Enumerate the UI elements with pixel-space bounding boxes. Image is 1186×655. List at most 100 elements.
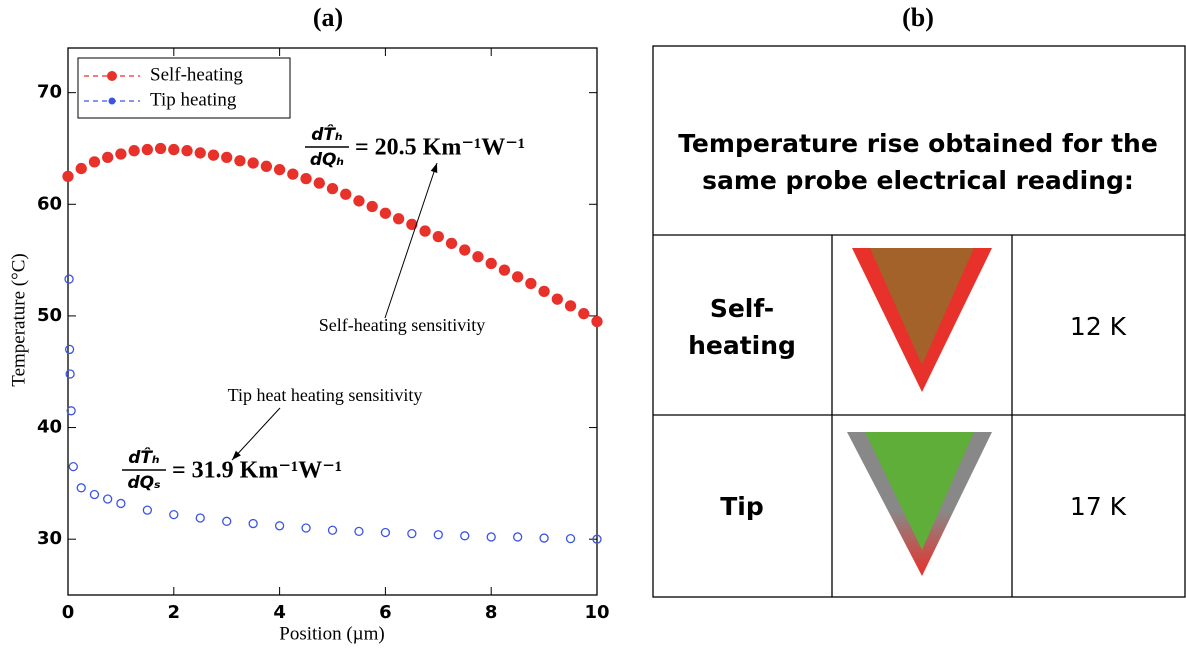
probe-icon	[852, 248, 992, 392]
data-point	[433, 530, 443, 540]
data-point	[128, 145, 140, 157]
data-point	[260, 160, 273, 172]
annotation: Tip heat heating sensitivity	[228, 385, 423, 405]
x-tick-label: 2	[168, 602, 181, 623]
x-tick-label: 10	[584, 602, 609, 623]
data-point	[392, 213, 405, 225]
data-point	[512, 271, 524, 283]
data-point	[141, 143, 154, 156]
data-point	[103, 494, 113, 504]
table-header: same probe electrical reading:	[702, 166, 1134, 195]
data-point	[459, 244, 471, 256]
data-point	[64, 344, 75, 355]
data-point	[591, 315, 603, 328]
data-point	[247, 157, 259, 169]
data-point	[64, 274, 74, 284]
data-point	[195, 513, 205, 523]
y-tick-label: 30	[37, 528, 62, 549]
equation-numerator: dT̂ₕ	[311, 124, 343, 145]
data-point	[76, 483, 86, 493]
y-tick-label: 50	[37, 305, 62, 326]
x-axis-label: Position (µm)	[279, 623, 384, 644]
y-tick-label: 40	[37, 417, 62, 438]
data-point	[68, 461, 78, 472]
equation-denominator: dQₕ	[310, 150, 345, 170]
data-point	[327, 525, 338, 535]
arrow-head	[430, 163, 438, 173]
row-value: 12 K	[1070, 312, 1127, 341]
x-tick-label: 4	[273, 602, 286, 623]
annotation-arrow	[231, 407, 281, 461]
y-axis-label: Temperature (°C)	[8, 253, 29, 386]
data-point	[498, 264, 511, 276]
panel-label: (a)	[313, 3, 343, 32]
data-point	[513, 532, 523, 542]
data-point	[116, 498, 126, 509]
data-point	[419, 225, 431, 237]
table-header: Temperature rise obtained for the	[678, 129, 1158, 158]
data-point	[207, 149, 220, 161]
data-point	[194, 147, 206, 159]
data-point	[287, 168, 299, 180]
data-point	[460, 531, 470, 541]
data-point	[366, 200, 378, 213]
data-point	[379, 207, 392, 219]
panel-label: (b)	[902, 3, 934, 32]
annotation-arrow	[384, 162, 438, 319]
y-tick-label: 60	[37, 193, 62, 214]
data-point	[380, 527, 391, 538]
legend-marker	[107, 71, 117, 81]
data-point	[539, 533, 549, 543]
data-point	[221, 151, 233, 164]
legend-marker	[108, 97, 116, 105]
data-point	[486, 532, 496, 542]
data-point	[154, 142, 167, 155]
table	[652, 45, 1186, 598]
row-value: 17 K	[1070, 492, 1127, 521]
data-point	[273, 164, 286, 176]
data-point	[274, 521, 285, 531]
data-point	[301, 523, 311, 533]
data-point	[115, 148, 127, 160]
data-point	[407, 528, 417, 539]
data-point	[538, 285, 550, 298]
data-point	[565, 533, 576, 544]
legend-label: Tip heating	[150, 89, 237, 110]
data-point	[326, 183, 339, 195]
data-point	[181, 145, 193, 157]
data-point	[551, 293, 563, 305]
data-point	[564, 300, 577, 312]
data-point	[62, 170, 74, 183]
legend-box	[77, 57, 291, 119]
equation-denominator: dQₛ	[127, 473, 161, 493]
data-point	[353, 195, 365, 207]
data-point	[89, 489, 100, 500]
data-point	[485, 257, 497, 270]
data-point	[234, 155, 246, 167]
arrow-head	[232, 450, 241, 460]
data-point	[578, 308, 590, 320]
data-point	[525, 277, 537, 290]
data-point	[66, 406, 76, 416]
data-point	[300, 172, 312, 185]
data-point	[168, 143, 180, 156]
data-point	[169, 509, 179, 520]
equation-numerator: dT̂ₕ	[128, 447, 160, 468]
data-point	[472, 251, 484, 263]
data-point	[313, 177, 325, 189]
data-point	[75, 162, 87, 175]
equation-text: = 31.9 Km⁻¹W⁻¹	[172, 458, 342, 484]
row-label: heating	[688, 331, 796, 360]
data-point	[592, 534, 602, 544]
data-point	[340, 188, 352, 200]
data-point	[88, 156, 101, 168]
probe-icon	[847, 432, 992, 576]
data-point	[142, 505, 153, 515]
data-point	[222, 516, 232, 526]
annotation: Self-heating sensitivity	[319, 315, 485, 335]
equation-text: = 20.5 Km⁻¹W⁻¹	[355, 135, 525, 161]
data-point	[102, 151, 114, 164]
x-tick-label: 0	[62, 602, 75, 623]
data-point	[432, 231, 444, 243]
